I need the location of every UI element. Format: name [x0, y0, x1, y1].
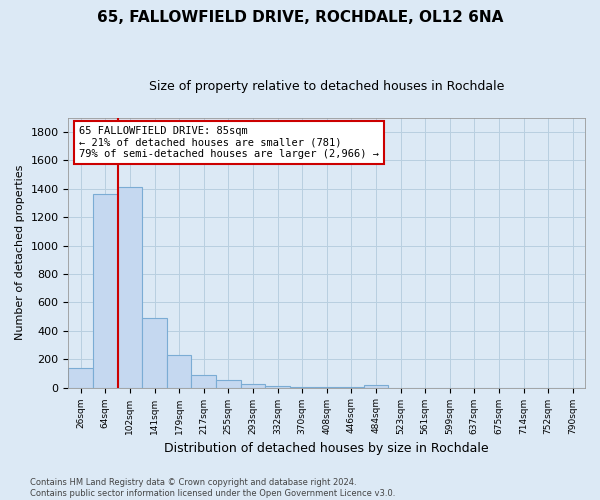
Bar [93, 194, 118, 388]
Bar [364, 384, 388, 388]
Bar [216, 380, 241, 388]
Bar [142, 318, 167, 388]
Bar [118, 188, 142, 388]
X-axis label: Distribution of detached houses by size in Rochdale: Distribution of detached houses by size … [164, 442, 489, 455]
Bar [290, 387, 314, 388]
Bar [68, 368, 93, 388]
Text: 65 FALLOWFIELD DRIVE: 85sqm
← 21% of detached houses are smaller (781)
79% of se: 65 FALLOWFIELD DRIVE: 85sqm ← 21% of det… [79, 126, 379, 159]
Y-axis label: Number of detached properties: Number of detached properties [15, 165, 25, 340]
Bar [167, 355, 191, 388]
Text: Contains HM Land Registry data © Crown copyright and database right 2024.
Contai: Contains HM Land Registry data © Crown c… [30, 478, 395, 498]
Title: Size of property relative to detached houses in Rochdale: Size of property relative to detached ho… [149, 80, 505, 93]
Bar [265, 386, 290, 388]
Text: 65, FALLOWFIELD DRIVE, ROCHDALE, OL12 6NA: 65, FALLOWFIELD DRIVE, ROCHDALE, OL12 6N… [97, 10, 503, 25]
Bar [191, 376, 216, 388]
Bar [241, 384, 265, 388]
